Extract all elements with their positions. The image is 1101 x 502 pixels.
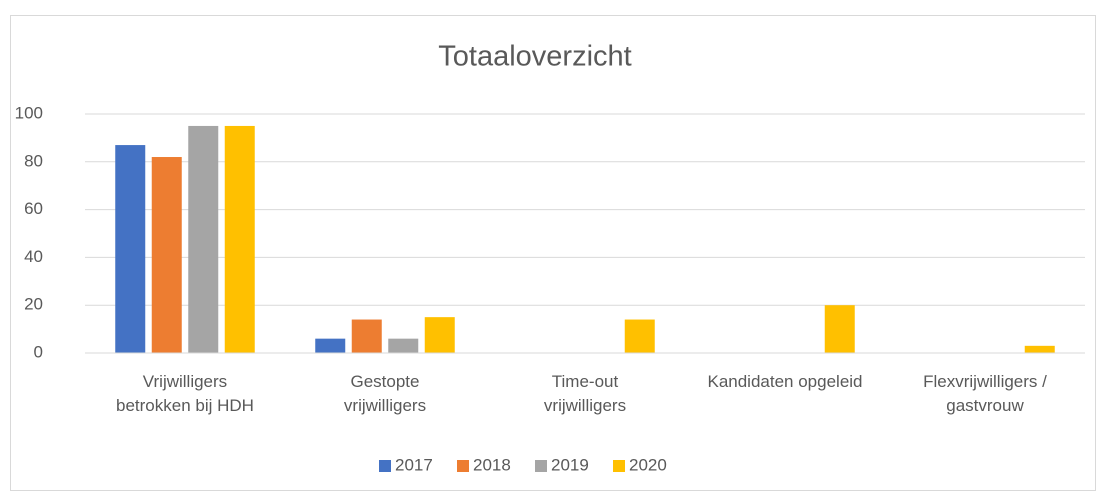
bar <box>188 125 219 353</box>
y-tick-label: 0 <box>34 342 43 361</box>
x-tick-label: Kandidaten opgeleid <box>707 372 862 391</box>
x-tick-label-line: Time-out <box>552 372 619 391</box>
x-tick-label-line: Flexvrijwilligers / <box>923 372 1047 391</box>
legend-swatch <box>457 460 469 472</box>
legend-swatch <box>535 460 547 472</box>
bar <box>824 305 855 353</box>
x-tick-label: Flexvrijwilligers / gastvrouw <box>923 372 1047 415</box>
legend-swatch <box>379 460 391 472</box>
x-tick-label: Vrijwilligers betrokken bij HDH <box>116 372 254 415</box>
x-tick-label-line: Gestopte <box>351 372 420 391</box>
x-tick-label-line: betrokken bij HDH <box>116 396 254 415</box>
chart-title: Totaaloverzicht <box>438 41 631 73</box>
y-tick-label: 60 <box>24 199 43 218</box>
bar <box>388 338 419 353</box>
y-tick-label: 100 <box>15 103 43 122</box>
x-tick-label-line: gastvrouw <box>946 396 1024 415</box>
bar <box>351 319 382 353</box>
x-tick-label-line: vrijwilligers <box>544 396 626 415</box>
bar <box>315 338 346 353</box>
legend-label: 2019 <box>551 455 589 474</box>
bar <box>424 317 455 353</box>
bar <box>151 157 182 353</box>
legend-swatch <box>613 460 625 472</box>
bar <box>115 145 146 353</box>
legend-label: 2018 <box>473 455 511 474</box>
bar <box>224 125 255 353</box>
x-tick-label: Time-out vrijwilligers <box>544 372 626 415</box>
legend-label: 2020 <box>629 455 667 474</box>
bar <box>1024 345 1055 353</box>
x-tick-label: Gestopte vrijwilligers <box>344 372 426 415</box>
x-tick-label-line: Kandidaten opgeleid <box>707 372 862 391</box>
y-tick-label: 80 <box>24 151 43 170</box>
x-tick-label-line: vrijwilligers <box>344 396 426 415</box>
y-tick-label: 40 <box>24 247 43 266</box>
x-tick-label-line: Vrijwilligers <box>143 372 227 391</box>
legend-label: 2017 <box>395 455 433 474</box>
bar <box>624 319 655 353</box>
y-tick-label: 20 <box>24 295 43 314</box>
